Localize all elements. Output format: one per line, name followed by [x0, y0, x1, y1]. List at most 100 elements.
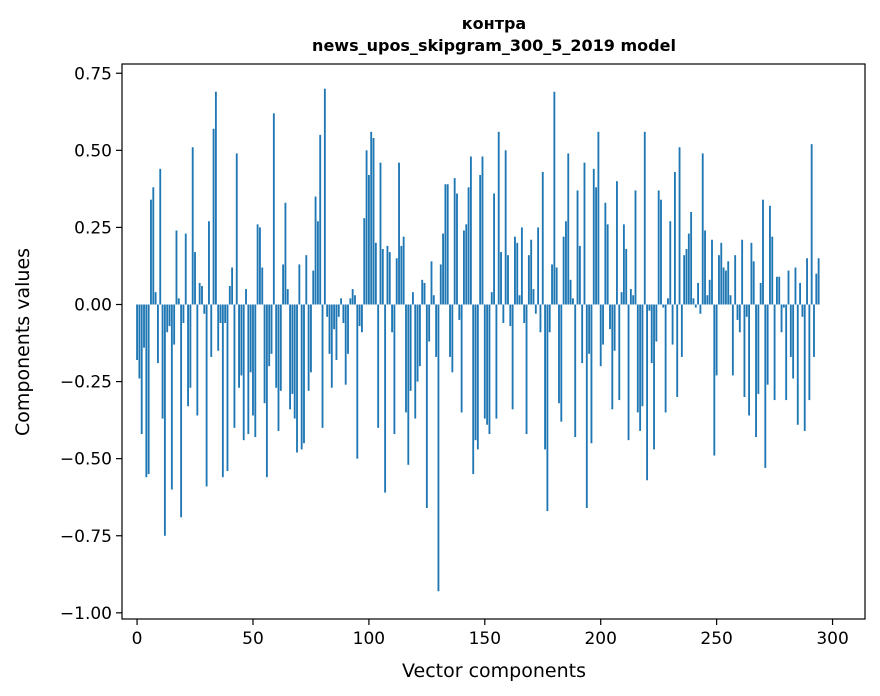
bar-226 [660, 199, 662, 305]
bar-139 [458, 304, 461, 320]
bar-216 [636, 304, 639, 413]
bar-45 [240, 304, 243, 376]
bar-19 [180, 304, 183, 518]
bar-60 [275, 304, 278, 388]
bar-3 [143, 304, 145, 348]
bar-156 [497, 131, 500, 305]
bar-17 [175, 230, 178, 305]
bar-61 [277, 304, 280, 431]
bar-41 [231, 267, 234, 305]
y-axis-label: Components values [12, 248, 34, 436]
bar-269 [759, 282, 762, 305]
bar-186 [567, 153, 570, 305]
bar-111 [393, 304, 396, 434]
x-axis-label: Vector components [402, 660, 586, 682]
bar-147 [476, 304, 479, 450]
bar-49 [249, 304, 252, 373]
bar-16 [173, 304, 176, 345]
bar-98 [363, 218, 366, 305]
bar-136 [451, 304, 454, 373]
plot-area-frame [121, 63, 866, 620]
bar-195 [588, 304, 591, 354]
bar-6 [150, 199, 152, 305]
bar-25 [194, 252, 196, 305]
bar-74 [307, 304, 310, 391]
bar-241 [694, 304, 697, 308]
bar-141 [463, 230, 465, 305]
bar-253 [722, 267, 725, 305]
bar-234 [678, 147, 681, 305]
bar-190 [576, 190, 579, 305]
bar-34 [214, 91, 217, 305]
bar-30 [205, 304, 208, 487]
bar-105 [379, 162, 382, 305]
bar-71 [300, 304, 303, 450]
bar-134 [446, 184, 449, 305]
bar-264 [748, 304, 751, 416]
bar-184 [562, 236, 565, 305]
bar-65 [286, 289, 289, 305]
bar-282 [789, 304, 792, 357]
bar-59 [272, 113, 275, 305]
bar-12 [163, 304, 166, 536]
bar-288 [803, 304, 806, 431]
bar-24 [191, 147, 194, 305]
bar-181 [555, 267, 558, 305]
bar-101 [370, 131, 373, 305]
bar-122 [418, 304, 421, 367]
bar-217 [639, 304, 642, 431]
bar-279 [782, 304, 785, 308]
bar-207 [616, 181, 618, 305]
bar-145 [472, 304, 475, 475]
bar-158 [502, 304, 505, 323]
bar-155 [495, 304, 498, 419]
bar-183 [560, 304, 563, 422]
y-tick-label: 0.00 [74, 296, 112, 316]
bar-254 [724, 270, 727, 305]
bar-165 [518, 295, 521, 305]
bar-187 [569, 279, 572, 305]
bar-126 [428, 304, 431, 342]
bar-120 [414, 304, 417, 419]
bar-237 [685, 249, 688, 305]
bar-14 [168, 304, 171, 327]
bar-7 [152, 187, 155, 305]
bar-265 [750, 242, 753, 305]
bar-202 [604, 202, 607, 305]
bar-281 [787, 270, 790, 305]
bar-210 [622, 224, 625, 305]
bar-133 [444, 184, 447, 305]
bar-243 [699, 304, 702, 314]
bar-92 [349, 298, 352, 305]
bar-178 [548, 304, 551, 333]
bar-137 [453, 178, 456, 305]
bar-149 [481, 156, 484, 305]
bar-205 [611, 304, 614, 410]
bar-227 [662, 304, 665, 308]
bar-128 [432, 295, 435, 305]
bar-56 [265, 304, 268, 478]
bar-153 [490, 292, 493, 305]
bar-47 [245, 289, 247, 305]
bar-157 [500, 252, 502, 305]
bar-256 [729, 295, 732, 305]
bar-28 [201, 286, 203, 305]
bar-280 [785, 304, 788, 401]
bar-251 [718, 255, 720, 305]
bar-179 [551, 264, 553, 305]
bar-291 [810, 144, 813, 305]
bar-283 [792, 304, 795, 379]
bar-249 [713, 304, 716, 456]
x-tick-label: 0 [132, 629, 143, 649]
bar-172 [534, 304, 537, 314]
bar-27 [198, 282, 201, 305]
bar-213 [629, 289, 632, 305]
bar-284 [794, 267, 797, 305]
bar-272 [766, 304, 769, 385]
bar-124 [423, 282, 426, 305]
bar-185 [565, 221, 567, 305]
bar-215 [634, 190, 637, 305]
bar-26 [196, 304, 199, 416]
bar-199 [597, 131, 600, 305]
bar-242 [697, 282, 700, 305]
